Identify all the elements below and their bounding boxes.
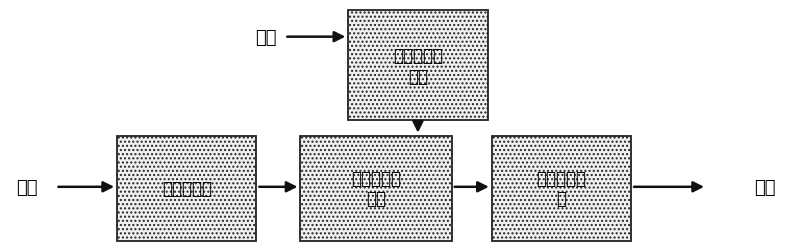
Text: 污泥: 污泥: [255, 28, 277, 46]
Text: 污泥秸秆均
质池: 污泥秸秆均 质池: [351, 169, 401, 208]
Bar: [348, 11, 488, 121]
Text: 脱水: 脱水: [754, 178, 776, 196]
Text: 低强度超声
处理: 低强度超声 处理: [393, 47, 443, 85]
Bar: [492, 136, 631, 241]
Bar: [300, 136, 452, 241]
Text: 秸秆预处理: 秸秆预处理: [162, 179, 212, 197]
Bar: [117, 136, 257, 241]
Text: 中温厂氧消
化: 中温厂氧消 化: [537, 169, 586, 208]
Text: 秸秆: 秸秆: [16, 178, 38, 196]
